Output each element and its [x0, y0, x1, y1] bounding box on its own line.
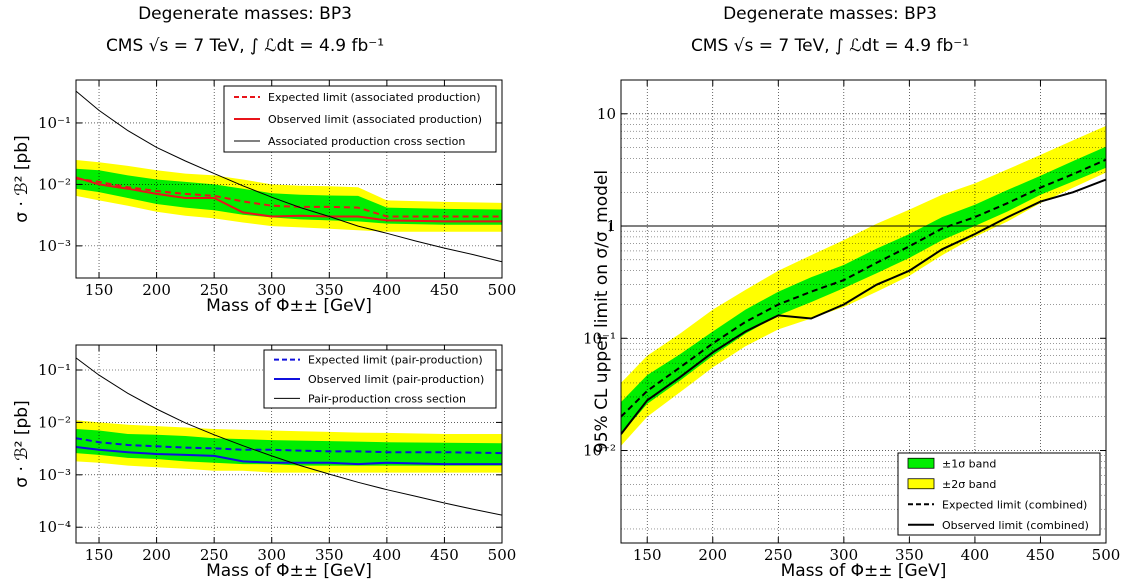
y-axis-label: σ · ℬ² [pb] — [12, 135, 32, 222]
series-line — [76, 437, 502, 455]
x-tick-label: 300 — [257, 281, 286, 299]
y-tick-label: 1 — [606, 217, 616, 235]
x-tick-label: 500 — [488, 546, 517, 564]
y-tick-label: 10⁻² — [38, 413, 71, 431]
plot-frame — [75, 344, 503, 544]
x-tick-label: 200 — [698, 546, 727, 564]
x-tick-label: 350 — [895, 546, 924, 564]
series-line — [76, 177, 502, 218]
x-tick-label: 400 — [373, 546, 402, 564]
series-line — [76, 176, 502, 223]
pair-production-panel: 150 200 250 300 350 400 450 500 10⁻¹ 10⁻² 10⁻³ 10⁻⁴… — [12, 344, 517, 581]
legend: Expected limit (pair-production) Observed… — [263, 349, 497, 409]
legend-label: Expected limit (combined) — [942, 498, 1087, 511]
one-sigma-band — [621, 146, 1106, 435]
x-tick-label: 150 — [85, 281, 114, 299]
legend: ±1σ band ±2σ band Expected limit (combined… — [897, 452, 1101, 536]
x-tick-label: 250 — [200, 281, 229, 299]
x-tick-label: 150 — [633, 546, 662, 564]
y-tick-label: 10⁻² — [583, 442, 616, 460]
legend-box — [263, 349, 497, 409]
x-tick-label: 250 — [200, 546, 229, 564]
x-tick-label: 200 — [142, 281, 171, 299]
y-tick-label: 10⁻¹ — [38, 114, 71, 132]
one-sigma-band — [76, 429, 502, 466]
legend: Expected limit (associated production) Ob… — [223, 85, 497, 153]
legend-label: Observed limit (pair-production) — [308, 373, 484, 386]
legend-box — [223, 85, 497, 153]
x-tick-label: 300 — [257, 546, 286, 564]
y-tick-label: 10⁻¹ — [583, 329, 616, 347]
legend-swatch — [907, 478, 935, 490]
plot-frame — [620, 79, 1107, 544]
legend-swatch — [907, 457, 935, 469]
y-tick-label: 10⁻¹ — [38, 361, 71, 379]
legend-label: ±2σ band — [942, 478, 996, 491]
associated-production-panel: 150 200 250 300 350 400 450 500 10⁻¹ 10⁻² 10⁻³ Mass… — [12, 79, 517, 316]
legend-label: Observed limit (associated production) — [268, 113, 482, 126]
legend-label: Expected limit (associated production) — [268, 91, 481, 104]
y-tick-label: 10⁻² — [38, 175, 71, 193]
x-axis-label: Mass of Φ±± [GeV] — [206, 296, 372, 316]
y-tick-label: 10⁻³ — [38, 466, 71, 484]
series-line — [76, 90, 502, 263]
legend-label: ±1σ band — [942, 457, 996, 470]
legend-label: Associated production cross section — [268, 135, 465, 148]
combined-limit-panel: 150 200 250 300 350 400 450 500 10 1 10⁻¹ 10⁻² Mass … — [583, 79, 1121, 581]
series-line — [621, 158, 1106, 418]
right-title-line1: Degenerate masses: BP3 — [723, 4, 937, 24]
y-tick-label: 10⁻³ — [38, 237, 71, 255]
x-tick-label: 350 — [315, 546, 344, 564]
left-title-line1: Degenerate masses: BP3 — [138, 4, 352, 24]
right-title-line2: CMS √s = 7 TeV, ∫ ℒdt = 4.9 fb⁻¹ — [691, 36, 969, 56]
x-tick-label: 250 — [764, 546, 793, 564]
x-tick-label: 300 — [830, 546, 859, 564]
one-sigma-band — [76, 168, 502, 225]
y-tick-label: 10⁻⁴ — [38, 518, 71, 536]
x-tick-label: 450 — [430, 281, 459, 299]
x-axis-label: Mass of Φ±± [GeV] — [206, 561, 372, 581]
two-sigma-band — [621, 125, 1106, 446]
x-axis-label: Mass of Φ±± [GeV] — [781, 561, 947, 581]
plot-frame — [75, 79, 503, 279]
series-line — [76, 446, 502, 466]
y-tick-label: 10 — [597, 105, 616, 123]
x-tick-label: 450 — [430, 546, 459, 564]
x-tick-label: 450 — [1026, 546, 1055, 564]
left-title-line2: CMS √s = 7 TeV, ∫ ℒdt = 4.9 fb⁻¹ — [106, 36, 384, 56]
x-tick-label: 350 — [315, 281, 344, 299]
x-tick-label: 500 — [488, 281, 517, 299]
y-axis-label: 95% CL upper limit on σ/σ_model — [592, 170, 612, 453]
legend-label: Pair-production cross section — [308, 392, 466, 405]
legend-label: Expected limit (pair-production) — [308, 354, 483, 367]
x-tick-label: 500 — [1092, 546, 1121, 564]
x-tick-label: 400 — [373, 281, 402, 299]
x-tick-label: 400 — [961, 546, 990, 564]
x-tick-label: 200 — [142, 546, 171, 564]
plot-area — [76, 345, 502, 543]
y-axis-label: σ · ℬ² [pb] — [12, 400, 32, 487]
series-line — [76, 357, 502, 516]
legend-label: Observed limit (combined) — [942, 519, 1089, 532]
x-tick-label: 150 — [85, 546, 114, 564]
plot-area — [621, 80, 1106, 543]
series-line — [621, 178, 1106, 435]
